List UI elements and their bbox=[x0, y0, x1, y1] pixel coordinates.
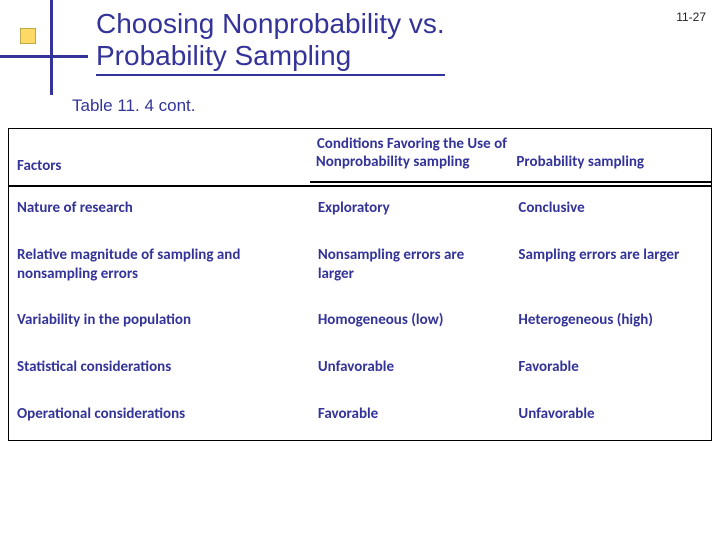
prob-cell: Conclusive bbox=[510, 186, 711, 234]
nonprob-cell: Nonsampling errors are larger bbox=[310, 234, 511, 300]
slide-title: Choosing Nonprobability vs. Probability … bbox=[96, 8, 445, 76]
table-caption: Table 11. 4 cont. bbox=[72, 96, 196, 116]
title-line-2: Probability Sampling bbox=[96, 40, 351, 71]
table-header-row: Factors Conditions Favoring the Use of N… bbox=[9, 129, 711, 186]
table-row: Operational considerations Favorable Unf… bbox=[9, 393, 711, 440]
decorative-horizontal-line bbox=[0, 55, 88, 58]
comparison-table: Factors Conditions Favoring the Use of N… bbox=[8, 128, 712, 441]
table-row: Nature of research Exploratory Conclusiv… bbox=[9, 186, 711, 234]
table-row: Variability in the population Homogeneou… bbox=[9, 299, 711, 346]
factor-cell: Relative magnitude of sampling and nonsa… bbox=[9, 234, 310, 300]
factor-cell: Nature of research bbox=[9, 186, 310, 234]
decorative-square-icon bbox=[20, 28, 36, 44]
decorative-vertical-line bbox=[50, 0, 53, 95]
header-conditions: Conditions Favoring the Use of bbox=[310, 129, 711, 153]
nonprob-cell: Exploratory bbox=[310, 186, 511, 234]
prob-cell: Heterogeneous (high) bbox=[510, 299, 711, 346]
table-row: Statistical considerations Unfavorable F… bbox=[9, 346, 711, 393]
slide-header: Choosing Nonprobability vs. Probability … bbox=[0, 0, 720, 90]
header-nonprobability: Nonprobability sampling bbox=[310, 153, 511, 182]
header-factors: Factors bbox=[9, 129, 310, 186]
table-row: Relative magnitude of sampling and nonsa… bbox=[9, 234, 711, 300]
factor-cell: Operational considerations bbox=[9, 393, 310, 440]
prob-cell: Unfavorable bbox=[510, 393, 711, 440]
factor-cell: Statistical considerations bbox=[9, 346, 310, 393]
page-number: 11-27 bbox=[676, 10, 706, 24]
nonprob-cell: Unfavorable bbox=[310, 346, 511, 393]
nonprob-cell: Favorable bbox=[310, 393, 511, 440]
header-probability: Probability sampling bbox=[510, 153, 711, 182]
factor-cell: Variability in the population bbox=[9, 299, 310, 346]
prob-cell: Favorable bbox=[510, 346, 711, 393]
title-line-1: Choosing Nonprobability vs. bbox=[96, 8, 445, 39]
prob-cell: Sampling errors are larger bbox=[510, 234, 711, 300]
nonprob-cell: Homogeneous (low) bbox=[310, 299, 511, 346]
